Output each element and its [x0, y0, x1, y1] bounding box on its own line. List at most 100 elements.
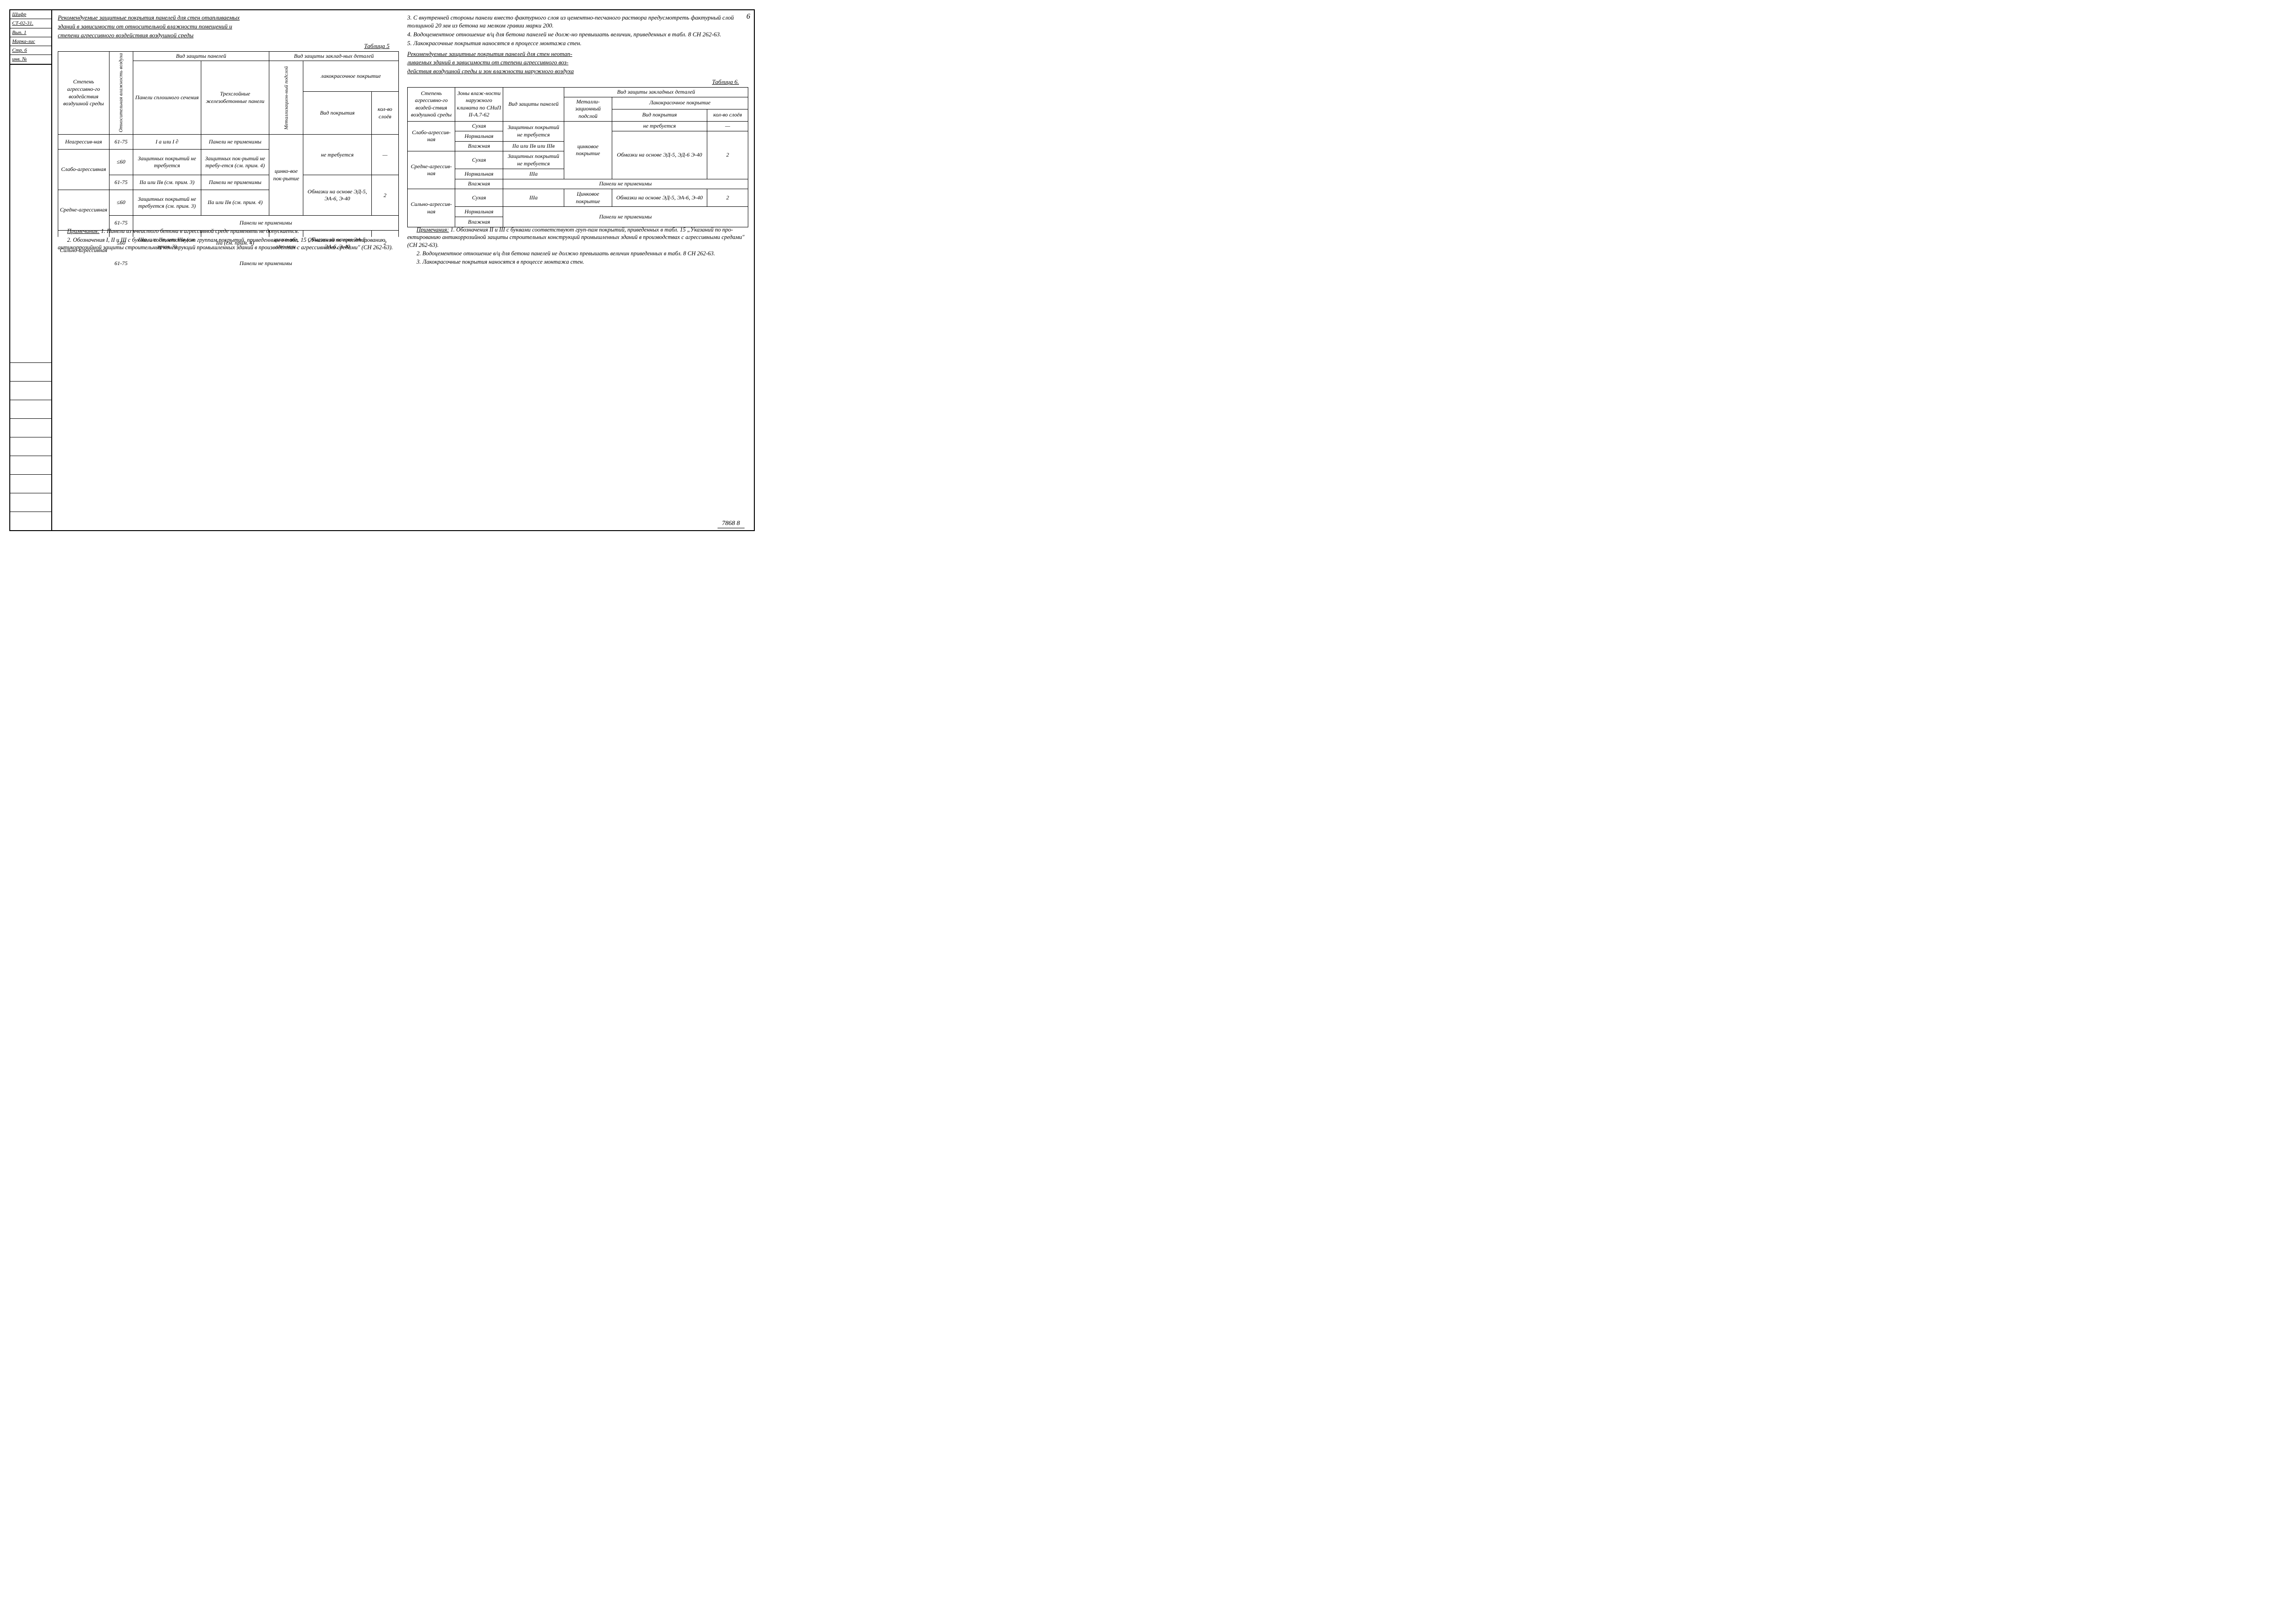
cell-zone: Влажная	[455, 179, 503, 189]
table5-title-line: Рекомендуемые защитные покрытия панелей …	[58, 14, 399, 22]
cell-zone: Влажная	[455, 217, 503, 227]
cell-p1: IIа или IIв (см. прим. 3)	[133, 175, 201, 190]
cell-lk: не требуется	[303, 135, 371, 175]
cell-p1: Защитных покрытий не требуется	[133, 150, 201, 175]
sidebar-label: Шифр	[10, 10, 51, 19]
cell-n: —	[371, 135, 399, 175]
th-aggression: Степень агрессивно-го воздействия воздуш…	[58, 51, 109, 135]
th-paint-coating: лакокрасочное покрытие	[303, 61, 399, 92]
cell-aggr: Средне-агрессив-ная	[408, 151, 455, 189]
table5-notes: Примечания: 1. Панели из ячеистого бетон…	[58, 227, 399, 252]
cell-span: Панели не применимы	[133, 256, 398, 271]
cell-hum: 61-75	[109, 135, 133, 150]
table5-caption: Таблица 5	[58, 42, 390, 50]
cell-zone: Влажная	[455, 141, 503, 151]
cell-zone: Сухая	[455, 121, 503, 131]
pretext-line: 4. Водоцементное отношение в/ц для бетон…	[407, 31, 748, 39]
sidebar-label: СТ-02-31.	[10, 19, 51, 28]
cell-aggr: Сильно-агрессив-ная	[408, 189, 455, 227]
cell-aggr: Неагрессив-ная	[58, 135, 109, 150]
cell-prot: IIIа	[503, 189, 564, 207]
cell-span: Панели не применимы	[503, 179, 748, 189]
cell-n: 2	[371, 175, 399, 216]
cell-hum: ≤60	[109, 150, 133, 175]
th-coating-type: Вид покрытия	[303, 91, 371, 135]
th-layer-count: кол-во слоёв	[707, 109, 748, 121]
sidebar-label: Вып. 1	[10, 28, 51, 37]
cell-lk: не требуется	[612, 121, 707, 131]
left-column: Рекомендуемые защитные покрытия панелей …	[58, 14, 399, 526]
cell-span: Панели не применимы	[503, 207, 748, 227]
cell-prot: Защитных покрытий не требуется	[503, 151, 564, 169]
note-text: 1. Обозначения II и III с буквами соотве…	[407, 226, 745, 248]
cell-n: 2	[707, 189, 748, 207]
note-text: 2. Водоцементное отношение в/ц для бетон…	[407, 250, 748, 257]
table5-title-line: зданий в зависимости от относительной вл…	[58, 23, 399, 31]
cell-zone: Нормальная	[455, 169, 503, 179]
note-text: 1. Панели из ячеистого бетона в агрессив…	[101, 228, 299, 234]
cell-zone: Сухая	[455, 189, 503, 207]
cell-lk: Обмазки на основе ЭД-5, ЭД-6 Э-40	[612, 131, 707, 179]
table-5: Степень агрессивно-го воздействия воздуш…	[58, 51, 399, 224]
cell-hum: 61-75	[109, 175, 133, 190]
cell-zone: Нормальная	[455, 131, 503, 142]
cell-p2: Панели не применимы	[201, 135, 269, 150]
cell-prot: IIIа	[503, 169, 564, 179]
cell-n: 2	[707, 131, 748, 179]
cell-aggr: Слабо-агрессивная	[58, 150, 109, 190]
cell-p2: Панели не применимы	[201, 175, 269, 190]
th-coating-type: Вид покрытия	[612, 109, 707, 121]
content-area: Рекомендуемые защитные покрытия панелей …	[52, 10, 754, 530]
cell-metal: цинковое покрытие	[564, 121, 612, 179]
th-panel-protection: Вид защиты панелей	[133, 51, 269, 61]
sidebar-rotated-block	[10, 65, 51, 530]
title-block-sidebar: Шифр СТ-02-31. Вып. 1 Марка-лис Стр. 6 и…	[10, 10, 52, 530]
notes-label: Примечания:	[67, 228, 100, 234]
th-metal-sublayer: Металлизацион-ный подслой	[269, 61, 303, 135]
drawing-number: 7868 8	[718, 519, 745, 528]
cell-prot: IIа или IIв или IIIв	[503, 141, 564, 151]
cell-metal: цинко-вое пок-рытие	[269, 135, 303, 216]
cell-p2: Защитных пок-рытий не требу-ется (см. пр…	[201, 150, 269, 175]
cell-hum: ≤60	[109, 190, 133, 215]
table6-caption: Таблица 6.	[407, 78, 739, 86]
sidebar-label: Стр. 6	[10, 46, 51, 55]
note-text: 3. Лакокрасочные покрытия наносятся в пр…	[407, 258, 748, 266]
notes-label: Примечания:	[417, 226, 449, 233]
pretext-line: 3. С внутренней стороны панели вместо фа…	[407, 14, 748, 30]
th-embed-protection: Вид защиты закладных деталей	[564, 88, 748, 97]
cell-p1: I а или I ∂	[133, 135, 201, 150]
cell-aggr: Слабо-агрессив-ная	[408, 121, 455, 151]
th-threelayer-panels: Трехслойные железобетонные панели	[201, 61, 269, 135]
note-text: 2. Обозначения I, II и III с буквами соо…	[58, 236, 399, 252]
cell-p1: Защитных покрытий не требуется (см. прим…	[133, 190, 201, 215]
right-column: 3. С внутренней стороны панели вместо фа…	[407, 14, 748, 526]
th-humidity-zone: Зоны влаж-ности наружного климата по СНи…	[455, 88, 503, 121]
th-humidity: Относительная влажность воздуха	[109, 51, 133, 135]
sidebar-label: Марка-лис	[10, 37, 51, 46]
table6-notes: Примечания: 1. Обозначения II и III с бу…	[407, 226, 748, 266]
cell-n: —	[707, 121, 748, 131]
th-panel-protection: Вид защиты панелей	[503, 88, 564, 121]
cell-metal: Цинковое покрытие	[564, 189, 612, 207]
pretext-line: 5. Лакокрасочные покрытия наносятся в пр…	[407, 40, 748, 48]
cell-lk: Обмазки на основе ЭД-5, ЭА-6, Э-40	[303, 175, 371, 216]
cell-zone: Нормальная	[455, 207, 503, 217]
cell-zone: Сухая	[455, 151, 503, 169]
drawing-sheet: 6 Шифр СТ-02-31. Вып. 1 Марка-лис Стр. 6…	[9, 9, 755, 531]
cell-hum: 61-75	[109, 256, 133, 271]
table6-title-line: действия воздушной среды и зон влажности…	[407, 68, 748, 75]
th-paint-coating: Лакокрасочное покрытие	[612, 97, 748, 109]
cell-aggr: Средне-агрессивная	[58, 190, 109, 230]
table6-title-line: Рекомендуемые защитные покрытия панелей …	[407, 50, 748, 58]
table6-title-line: ливаемых зданий в зависимости от степени…	[407, 59, 748, 67]
sidebar-label: инв. №	[10, 55, 51, 64]
table5-title-line: степени агрессивного воздействия воздушн…	[58, 32, 399, 40]
th-solid-panels: Панели сплошного сечения	[133, 61, 201, 135]
th-layer-count: кол-во слоёв	[371, 91, 399, 135]
cell-p2: IIа или IIв (см. прим. 4)	[201, 190, 269, 215]
th-metal-sublayer: Металли-зационный подслой	[564, 97, 612, 121]
th-aggression: Степень агрессивно-го воздей-ствия возду…	[408, 88, 455, 121]
cell-prot: Защитных покрытий не требуется	[503, 121, 564, 141]
th-embed-protection: Вид защиты заклад-ных деталей	[269, 51, 399, 61]
